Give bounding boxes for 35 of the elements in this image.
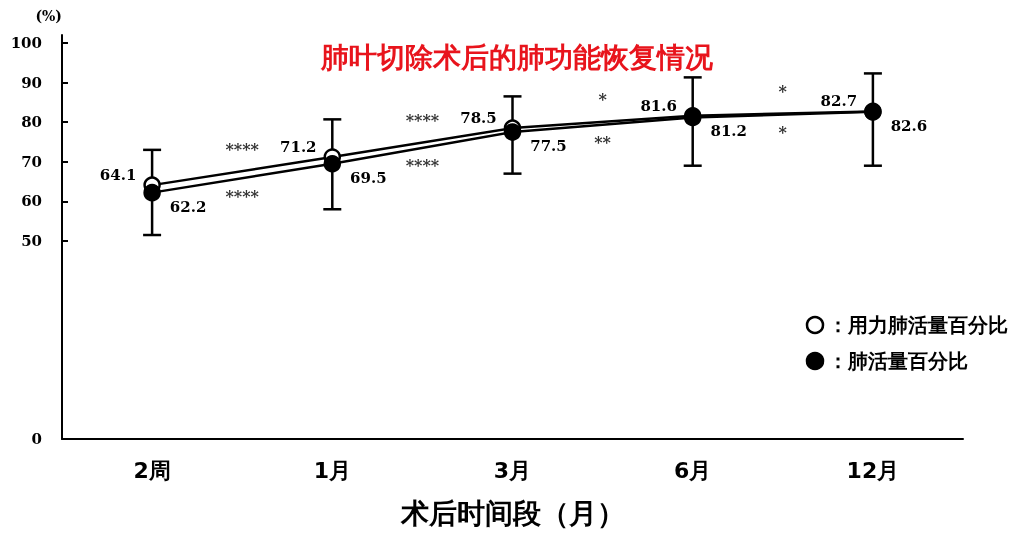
data-label: 81.6: [640, 96, 677, 115]
annotation: *: [778, 82, 788, 102]
data-label: 62.2: [169, 197, 207, 216]
y-axis-title: (%): [35, 8, 62, 24]
data-label: 82.7: [820, 92, 858, 111]
data-label: 82.6: [890, 116, 928, 135]
data-label: 81.2: [710, 122, 747, 141]
annotation: ****: [405, 111, 440, 131]
chart-title: 肺叶切除术后的肺功能恢复情况: [319, 40, 714, 74]
x-tick-label: 1月: [313, 457, 351, 483]
y-tick-label: 100: [10, 33, 42, 52]
x-tick-label: 6月: [674, 457, 712, 483]
annotation: ****: [405, 156, 440, 176]
y-tick-label: 60: [21, 192, 42, 211]
data-label: 71.2: [280, 137, 317, 156]
data-label: 64.1: [99, 166, 137, 185]
annotation: *: [778, 123, 788, 143]
y-tick-label: 80: [21, 113, 42, 132]
legend-label: ：用力肺活量百分比: [828, 313, 1008, 337]
legend-label: ：肺活量百分比: [828, 349, 968, 373]
y-tick-label: 70: [21, 152, 42, 171]
annotation: ****: [225, 139, 260, 159]
annotation: ****: [225, 186, 260, 206]
data-label: 69.5: [350, 168, 387, 187]
data-label: 77.5: [530, 137, 567, 156]
x-tick-label: 3月: [493, 457, 532, 483]
annotation: *: [598, 90, 608, 110]
y-tick-label: 90: [21, 73, 42, 92]
y-tick-label: 50: [21, 231, 42, 250]
x-tick-label: 2周: [133, 457, 171, 483]
annotation: **: [594, 133, 612, 153]
x-tick-label: 12月: [846, 457, 900, 483]
x-axis-title: 术后时间段（月）: [399, 496, 625, 530]
y-tick-label: 0: [31, 430, 42, 448]
data-label: 78.5: [460, 109, 497, 128]
